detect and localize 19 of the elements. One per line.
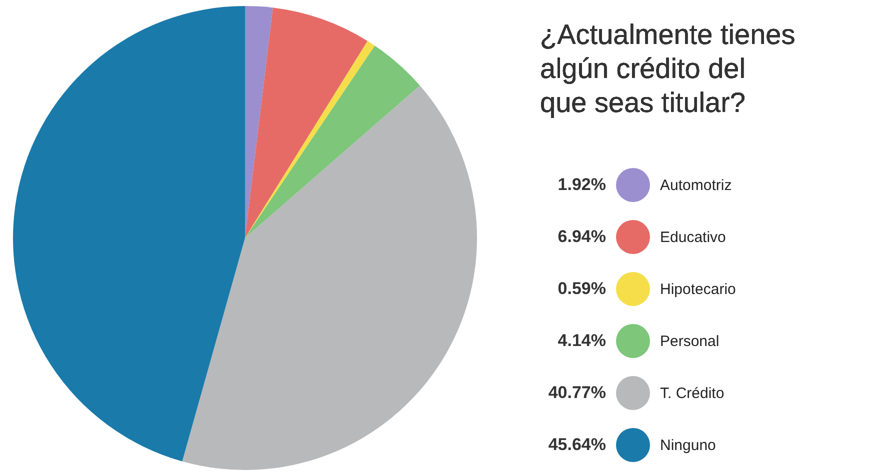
legend-label: Hipotecario — [660, 281, 736, 298]
data-label: 40.77% — [548, 383, 606, 402]
data-label: 4.14% — [558, 331, 606, 350]
legend-label: Automotriz — [660, 177, 732, 194]
text: ¿Actualmente tienes algún crédito del que seas titular? — [540, 19, 796, 118]
pie-slice — [13, 6, 245, 462]
legend-label: Educativo — [660, 229, 726, 246]
data-label: 6.94% — [558, 227, 606, 246]
pie-slice — [245, 41, 375, 238]
legend-label: T. Crédito — [660, 385, 724, 402]
legend-label: Personal — [660, 333, 720, 350]
data-label: 0.59% — [558, 279, 606, 298]
pie-slice — [182, 86, 477, 470]
data-label: 1.92% — [558, 175, 606, 194]
pie-slice — [245, 46, 420, 238]
legend-label: Ninguno — [660, 437, 716, 454]
data-label: 45.64% — [548, 435, 606, 454]
pie-slice — [245, 6, 273, 238]
pie-slice — [245, 8, 368, 238]
